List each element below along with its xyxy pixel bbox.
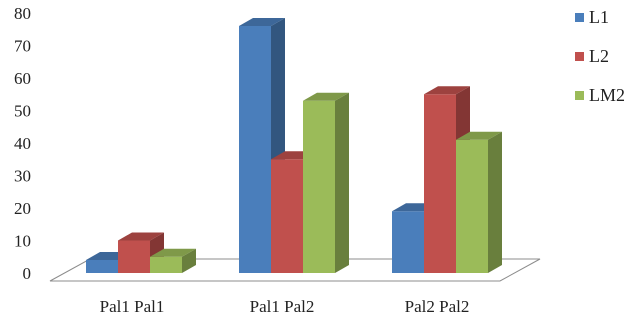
- bar-front: [456, 139, 488, 273]
- bar-lm2-3: [456, 131, 502, 273]
- y-tick-label: 30: [14, 167, 31, 186]
- y-tick-label: 40: [14, 134, 31, 153]
- bar-top: [118, 232, 164, 241]
- y-axis: 0 10 20 30 40 50 60 70 80: [14, 4, 31, 283]
- y-tick-label: 60: [14, 69, 31, 88]
- legend-swatch: [575, 91, 584, 100]
- y-tick-label: 80: [14, 4, 31, 23]
- bar-front: [424, 94, 456, 273]
- bar-top: [239, 18, 285, 26]
- legend-label: L2: [589, 46, 609, 66]
- y-tick-label: 10: [14, 232, 31, 251]
- x-axis: Pal1 Pal1 Pal1 Pal2 Pal2 Pal2: [100, 297, 470, 316]
- legend-label: L1: [589, 7, 609, 27]
- bar-front: [118, 240, 150, 273]
- bar-front: [271, 159, 303, 273]
- bar-top: [303, 92, 349, 101]
- y-tick-label: 50: [14, 102, 31, 121]
- bar-top: [456, 131, 502, 140]
- bar-front: [392, 211, 424, 273]
- legend-swatch: [575, 52, 584, 61]
- legend-label: LM2: [589, 85, 625, 105]
- bar-lm2-1: [150, 248, 196, 273]
- bar-front: [239, 26, 271, 273]
- bar-side: [335, 92, 349, 273]
- y-tick-label: 20: [14, 199, 31, 218]
- x-category-label: Pal2 Pal2: [405, 297, 470, 316]
- bar-side: [182, 248, 196, 273]
- bars: [86, 18, 502, 273]
- legend: L1 L2 LM2: [575, 7, 625, 105]
- bar-front: [150, 256, 182, 273]
- y-tick-label: 70: [14, 37, 31, 56]
- bar-front: [303, 100, 335, 273]
- bar-front: [86, 260, 118, 273]
- bar-top: [150, 248, 196, 257]
- x-category-label: Pal1 Pal2: [250, 297, 315, 316]
- legend-swatch: [575, 13, 584, 22]
- bar-top: [424, 86, 470, 95]
- y-tick-label: 0: [23, 264, 32, 283]
- x-category-label: Pal1 Pal1: [100, 297, 165, 316]
- bar-lm2-2: [303, 92, 349, 273]
- bar-side: [488, 131, 502, 273]
